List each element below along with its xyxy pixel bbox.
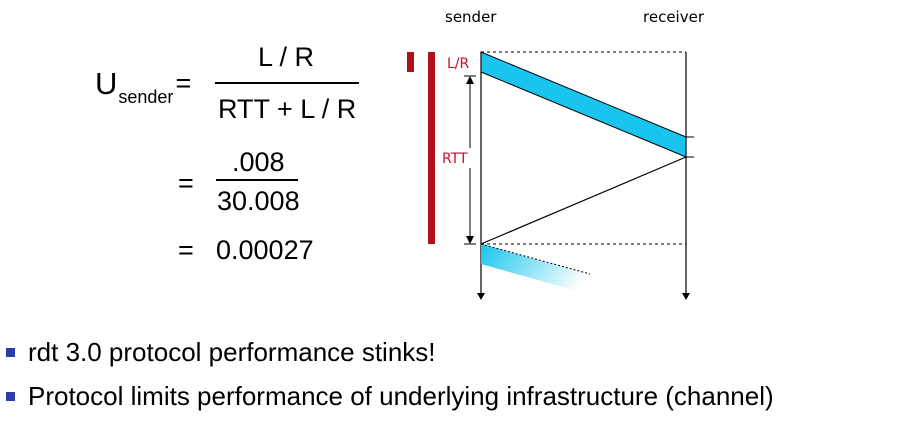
next-packet-edge [480, 243, 591, 275]
lr-label: L/R [447, 56, 470, 72]
u-sender-symbol: Usender= [95, 66, 192, 106]
fraction-1-denominator: RTT + L / R [218, 94, 357, 124]
rtt-arrow-down [466, 236, 474, 244]
fraction-2-bar [216, 179, 298, 181]
bullet-item-1: rdt 3.0 protocol performance stinks! [6, 337, 436, 368]
u-subscript: sender [118, 87, 174, 107]
next-packet-band [481, 244, 598, 297]
receiver-timeline-arrowhead [682, 293, 690, 300]
bullet-square-icon [6, 348, 15, 357]
red-marker-tall [428, 52, 435, 244]
rtt-label: RTT [442, 151, 468, 167]
packet-transmission-band [480, 51, 687, 158]
sender-label: sender [445, 8, 497, 26]
receiver-label: receiver [643, 8, 705, 26]
red-marker-small [407, 52, 414, 72]
u-symbol: U [95, 66, 118, 101]
ack-line [480, 156, 687, 245]
equals-sign-1: = [175, 68, 192, 98]
sender-timeline-arrowhead [477, 293, 485, 300]
rtt-arrow-up [466, 76, 474, 84]
bullet-text-2: Protocol limits performance of underlyin… [28, 381, 774, 411]
fraction-1-bar [215, 82, 359, 84]
fraction-2-numerator: .008 [232, 147, 285, 177]
bullet-square-icon [6, 392, 15, 401]
bullet-item-2: Protocol limits performance of underlyin… [6, 381, 774, 412]
result-value: 0.00027 [216, 235, 314, 265]
rtt-label-bg [440, 148, 476, 168]
fraction-2-denominator: 30.008 [217, 186, 300, 216]
bullet-text-1: rdt 3.0 protocol performance stinks! [28, 337, 436, 367]
equals-sign-2: = [178, 168, 194, 198]
fraction-1-numerator: L / R [258, 42, 315, 72]
equals-sign-3: = [178, 235, 194, 265]
